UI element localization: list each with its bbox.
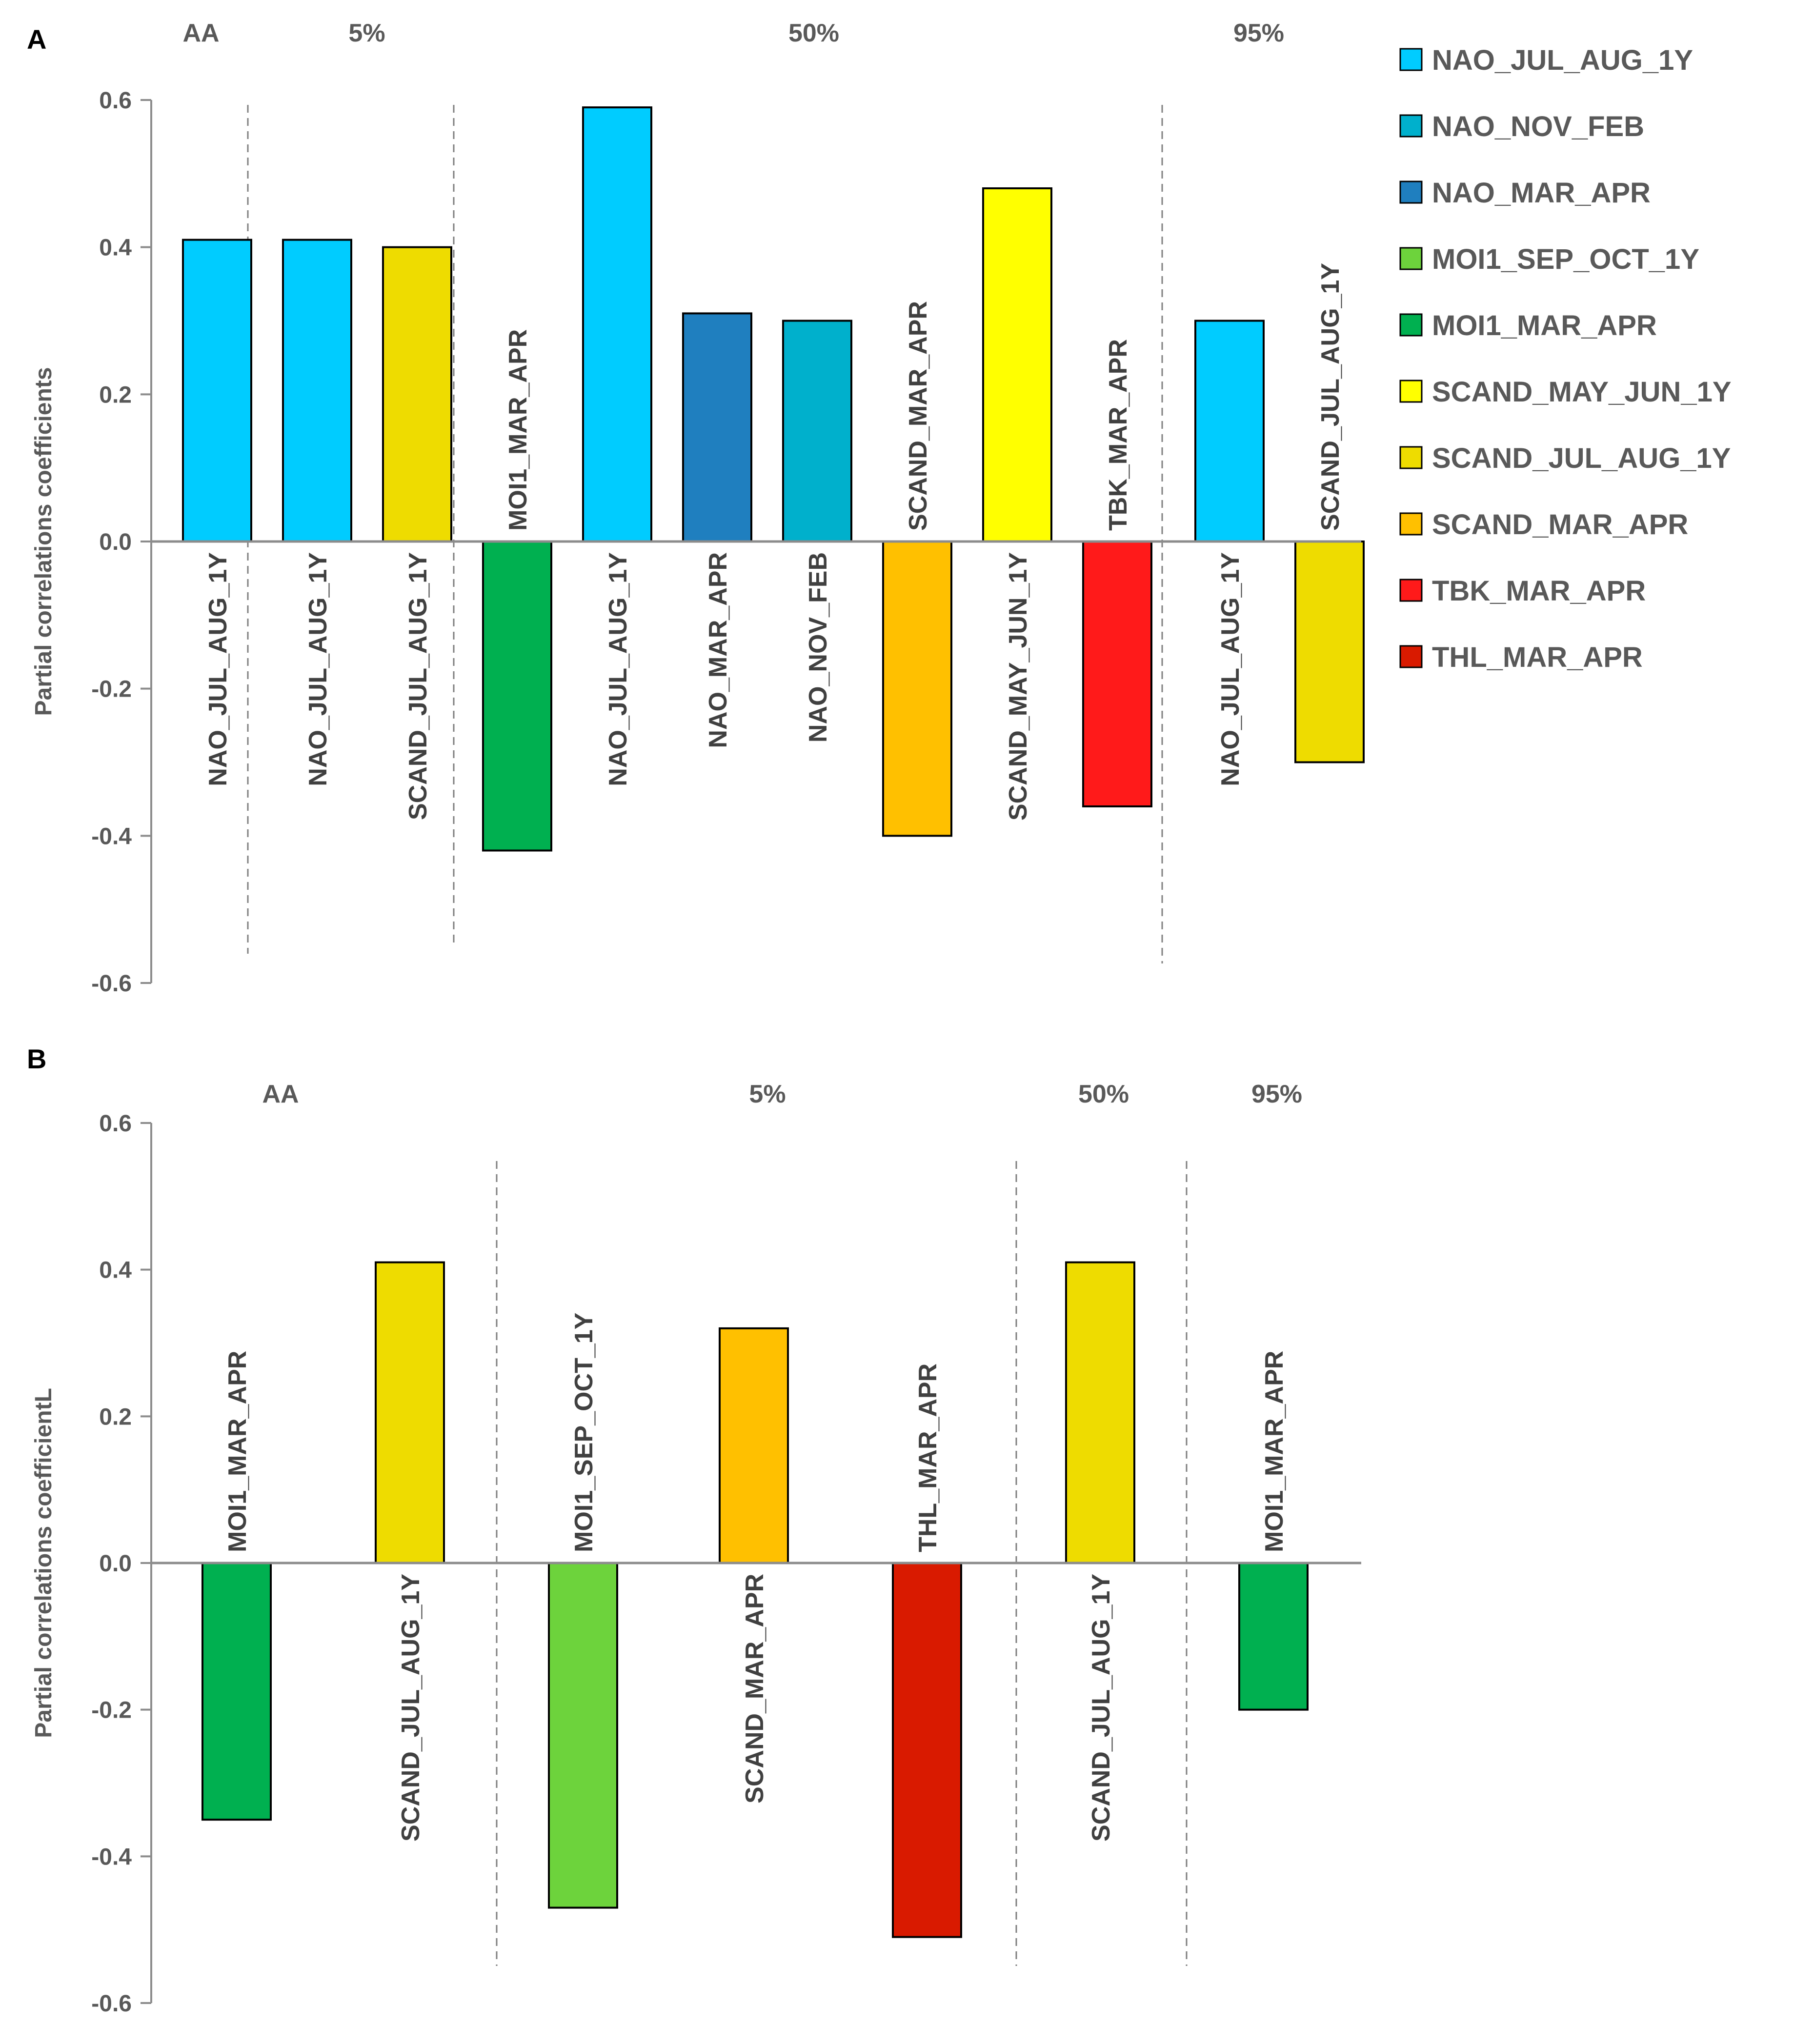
y-tick-label: -0.6 <box>91 1991 132 2017</box>
bar-label: SCAND_MAR_APR <box>904 301 932 531</box>
chart-panel-a: A Partial correlations coefficients 0.6 0.4… <box>27 19 1365 997</box>
bar-scand-may-jun-1y <box>982 187 1052 542</box>
bar-scand-mar-apr <box>719 1327 789 1564</box>
y-tick-label: -0.4 <box>91 1844 132 1870</box>
bar-nao-jul-aug-1y <box>582 106 652 543</box>
legend-label: MOI1_SEP_OCT_1Y <box>1432 243 1699 275</box>
bar-scand-jul-aug-1y <box>1065 1261 1135 1564</box>
legend-label: SCAND_MAR_APR <box>1432 509 1688 541</box>
legend-swatch <box>1399 180 1423 204</box>
legend-swatch <box>1399 114 1423 138</box>
legend-swatch <box>1399 645 1423 668</box>
y-tick-label: -0.6 <box>91 971 132 997</box>
group-label: AA <box>182 19 219 47</box>
legend-swatch <box>1399 579 1423 602</box>
y-axis-label: Partial correlations coefficientL <box>31 1388 57 1738</box>
bar-label: MOI1_MAR_APR <box>1260 1351 1289 1552</box>
bar-label: SCAND_MAR_APR <box>741 1574 769 1804</box>
bar-label: TBK_MAR_APR <box>1104 339 1132 531</box>
legend-label: MOI1_MAR_APR <box>1432 310 1657 341</box>
bar-nao-jul-aug-1y <box>182 239 252 543</box>
bar-label: SCAND_JUL_AUG_1Y <box>1316 263 1345 531</box>
y-tick-label: 0.6 <box>99 88 132 114</box>
y-tick-label: -0.4 <box>91 823 132 849</box>
legend-label: TBK_MAR_APR <box>1432 575 1646 607</box>
legend-swatch <box>1399 512 1423 536</box>
bar-label: NAO_JUL_AUG_1Y <box>1216 552 1245 786</box>
bar-nao-jul-aug-1y <box>282 239 352 543</box>
bar-label: THL_MAR_APR <box>914 1363 942 1552</box>
group-label: 50% <box>788 19 839 47</box>
legend-swatch <box>1399 313 1423 337</box>
legend-label: NAO_MAR_APR <box>1432 177 1651 209</box>
bar-label: SCAND_JUL_AUG_1Y <box>1087 1574 1115 1842</box>
bar-scand-jul-aug-1y <box>375 1261 445 1564</box>
chart-panel-b: B Partial correlations coefficientL 0.6 0.4… <box>27 1043 1361 2017</box>
y-tick-label: 0.4 <box>99 1258 132 1283</box>
y-tick-label: 0.2 <box>99 382 132 408</box>
y-tick-label: 0.6 <box>99 1111 132 1137</box>
legend-label: SCAND_MAY_JUN_1Y <box>1432 376 1732 408</box>
group-label: 5% <box>348 19 385 47</box>
bar-label: MOI1_MAR_APR <box>504 329 532 531</box>
bar-label: SCAND_MAY_JUN_1Y <box>1004 552 1032 821</box>
group-label: 95% <box>1233 19 1284 47</box>
bar-thl-mar-apr <box>892 1562 962 1938</box>
bar-nao-mar-apr <box>682 312 752 543</box>
y-tick-label: 0.4 <box>99 235 132 261</box>
bar-label: SCAND_JUL_AUG_1Y <box>404 552 432 820</box>
bar-label: NAO_NOV_FEB <box>804 552 832 742</box>
group-label: 50% <box>1078 1080 1129 1108</box>
bar-label: SCAND_JUL_AUG_1Y <box>397 1574 425 1842</box>
bar-label: NAO_JUL_AUG_1Y <box>204 552 232 786</box>
bar-nao-nov-feb <box>782 320 852 542</box>
group-label: AA <box>262 1080 299 1108</box>
bar-label: NAO_JUL_AUG_1Y <box>604 552 632 786</box>
bar-scand-jul-aug-1y <box>1294 541 1365 763</box>
bar-label: MOI1_SEP_OCT_1Y <box>570 1313 598 1552</box>
bar-moi1-sep-oct-1y <box>548 1562 618 1909</box>
bar-scand-mar-apr <box>882 541 952 837</box>
bar-moi1-mar-apr <box>1238 1562 1309 1711</box>
y-tick-label: 0.0 <box>99 529 132 555</box>
legend-label: NAO_NOV_FEB <box>1432 111 1644 142</box>
legend-label: NAO_JUL_AUG_1Y <box>1432 44 1693 76</box>
legend-swatch <box>1399 446 1423 469</box>
panel-letter: A <box>27 24 46 55</box>
panel-letter: B <box>27 1043 46 1074</box>
bar-tbk-mar-apr <box>1082 541 1152 807</box>
group-label: 95% <box>1251 1080 1302 1108</box>
y-axis-label: Partial correlations coefficients <box>31 367 57 716</box>
legend-swatch <box>1399 247 1423 270</box>
legend-swatch <box>1399 380 1423 403</box>
bar-moi1-mar-apr <box>482 541 552 852</box>
y-tick-label: 0.2 <box>99 1404 132 1430</box>
y-tick-label: -0.2 <box>91 677 132 702</box>
legend-label: THL_MAR_APR <box>1432 641 1643 673</box>
group-label: 5% <box>749 1080 786 1108</box>
bar-label: MOI1_MAR_APR <box>223 1351 252 1552</box>
legend: NAO_JUL_AUG_1Y NAO_NOV_FEB NAO_MAR_APR MOI1… <box>1399 44 1732 673</box>
y-tick-label: 0.0 <box>99 1551 132 1577</box>
bar-moi1-mar-apr <box>202 1562 272 1821</box>
legend-label: SCAND_JUL_AUG_1Y <box>1432 442 1731 474</box>
legend-swatch <box>1399 48 1423 71</box>
bar-scand-jul-aug-1y <box>382 246 452 542</box>
bar-label: NAO_JUL_AUG_1Y <box>304 552 332 786</box>
y-tick-label: -0.2 <box>91 1698 132 1723</box>
bar-nao-jul-aug-1y <box>1194 320 1265 542</box>
bar-label: NAO_MAR_APR <box>704 552 732 748</box>
